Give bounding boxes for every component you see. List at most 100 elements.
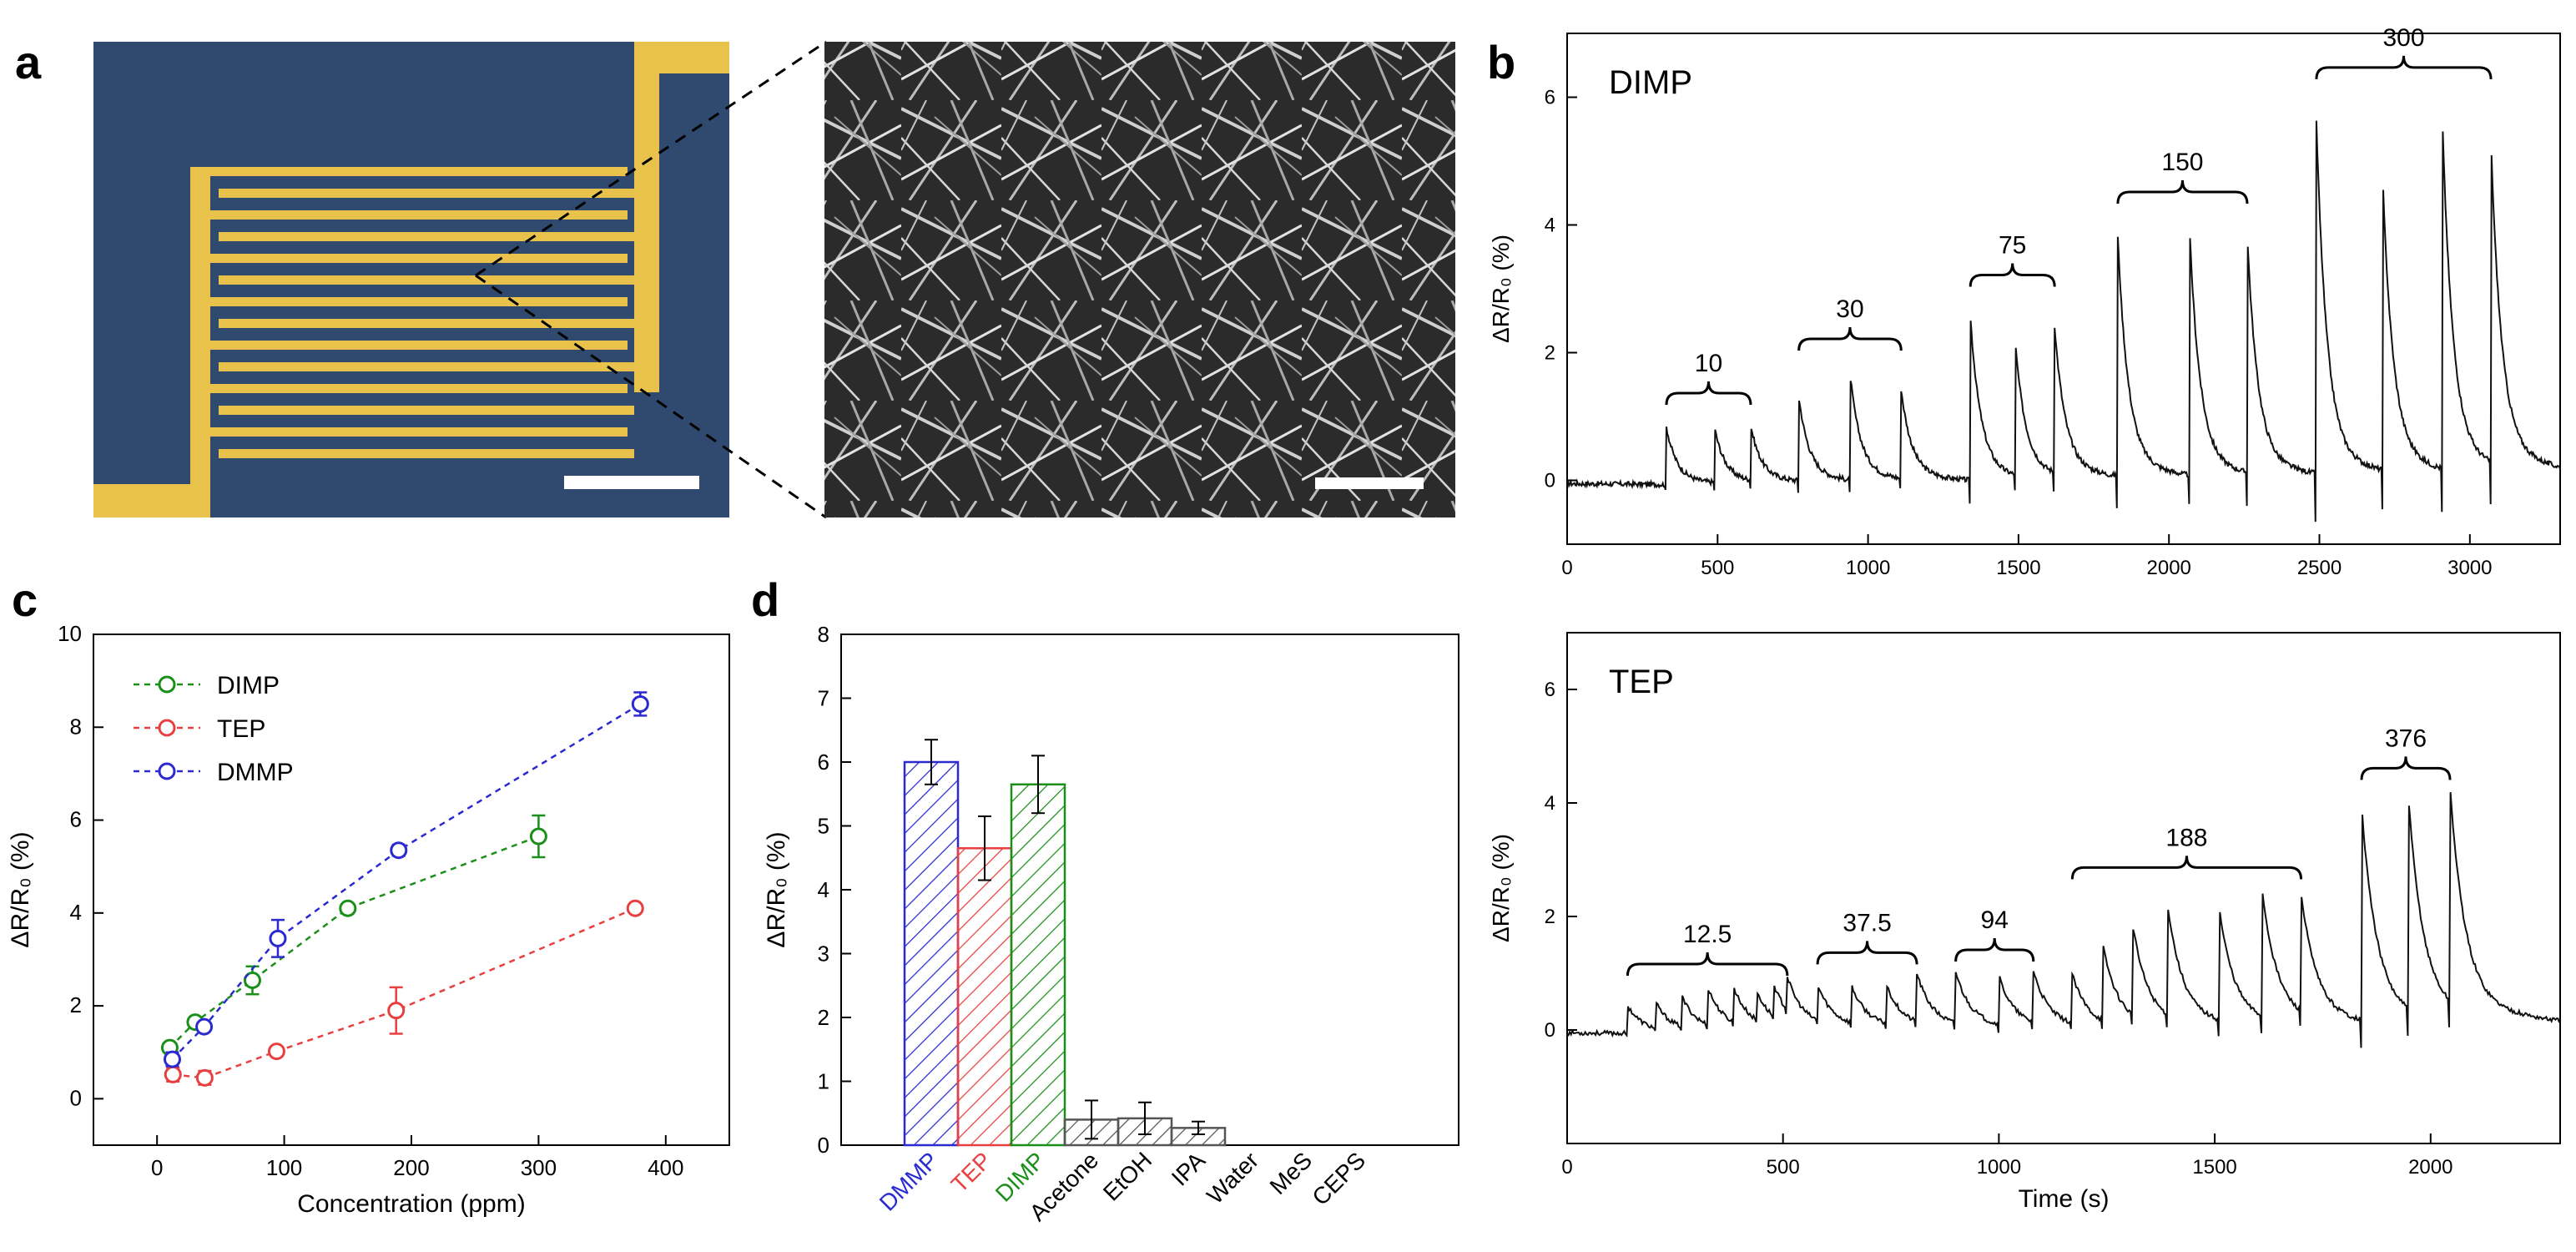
y-tick-label: 5 [818, 814, 829, 839]
x-tick-label: 0 [1561, 1156, 1572, 1179]
x-tick-label: 1500 [1996, 557, 2040, 579]
chart-dimp-transient: 0 2 4 6 0 500 1000 1500 2000 2500 3000 DIMP ΔR/R₀ (%… [1488, 24, 2561, 579]
y-tick-label: 7 [818, 686, 829, 711]
y-tick-label: 2 [818, 1005, 829, 1030]
y-tick-label: 10 [58, 621, 82, 646]
y-tick-label: 2 [1545, 342, 1555, 365]
bar [903, 760, 960, 1147]
category-label: DMMP [875, 1147, 943, 1215]
y-tick-label: 0 [1545, 1019, 1555, 1042]
y-tick-label: 6 [1545, 679, 1555, 701]
x-tick-label: 2500 [2297, 557, 2342, 579]
electrode-finger [219, 275, 634, 285]
legend-marker [158, 762, 176, 780]
category-label: TEP [946, 1147, 996, 1197]
concentration-brace [1626, 952, 1789, 977]
panel-label-c: c [12, 573, 38, 626]
legend-marker [158, 675, 176, 694]
data-point [390, 841, 408, 860]
x-tick-label: 200 [393, 1155, 429, 1180]
x-tick-label: 0 [1561, 557, 1572, 579]
x-tick-label: 2000 [2147, 557, 2191, 579]
scale-bar-sem [1315, 477, 1424, 489]
y-tick-label: 0 [70, 1085, 82, 1110]
panel-a-micrograph [93, 40, 1455, 519]
y-axis-label: ΔR/R₀ (%) [7, 831, 34, 947]
x-tick-label: 3000 [2447, 557, 2492, 579]
y-tick-label: 0 [818, 1133, 829, 1158]
electrode-finger [210, 341, 628, 350]
data-point [626, 899, 644, 917]
response-trace [1566, 792, 2560, 1048]
concentration-brace [1954, 937, 2035, 962]
x-axis-label: Concentration (ppm) [297, 1190, 525, 1218]
concentration-label: 10 [1695, 350, 1722, 377]
series-line [171, 703, 641, 1060]
chart-tep-transient: 0 2 4 6 0 500 1000 1500 2000 TEP ΔR/R₀ (%) Time (s)… [1488, 632, 2561, 1213]
series-line [169, 835, 539, 1049]
data-point [195, 1068, 214, 1087]
scale-bar-optical [564, 476, 699, 489]
concentration-brace [1665, 381, 1752, 406]
y-tick-label: 4 [818, 877, 829, 902]
x-tick-label: 500 [1701, 557, 1734, 579]
x-tick-label: 300 [521, 1155, 557, 1180]
electrode-finger [219, 449, 634, 458]
concentration-label: 30 [1836, 295, 1863, 323]
data-point [267, 1042, 285, 1061]
response-trace [1566, 120, 2561, 523]
x-tick-label: 500 [1767, 1156, 1800, 1179]
y-tick-label: 2 [70, 992, 82, 1017]
concentration-label: 75 [1999, 231, 2026, 259]
interdigitated-electrode [210, 167, 634, 458]
x-tick-label: 2000 [2408, 1156, 2452, 1179]
legend-marker [158, 719, 176, 737]
chart-title: TEP [1609, 664, 1674, 700]
concentration-label: 37.5 [1843, 909, 1891, 936]
data-point [387, 1002, 406, 1020]
electrode-finger [219, 232, 634, 241]
data-point [163, 1050, 181, 1068]
category-label: Water [1202, 1147, 1263, 1209]
electrode-finger [219, 189, 634, 198]
concentration-brace [1816, 941, 1918, 965]
legend-label: TEP [217, 715, 265, 743]
y-tick-label: 2 [1545, 906, 1555, 928]
electrode-finger [219, 319, 634, 328]
y-tick-label: 6 [818, 750, 829, 775]
data-point [269, 929, 287, 947]
data-point [195, 1017, 214, 1036]
plot-frame [93, 634, 730, 1146]
y-tick-label: 0 [1545, 470, 1555, 492]
concentration-label: 188 [2165, 824, 2207, 851]
electrode-finger [210, 167, 628, 176]
plot-frame [1566, 33, 2561, 545]
sem-image [824, 42, 1455, 517]
panel-label-d: d [751, 573, 780, 626]
chart-title: DIMP [1609, 64, 1692, 101]
concentration-label: 12.5 [1683, 921, 1732, 948]
y-tick-label: 8 [818, 622, 829, 647]
x-tick-label: 1000 [1846, 557, 1890, 579]
electrode-finger [219, 406, 634, 415]
x-tick-label: 100 [266, 1155, 302, 1180]
y-tick-label: 3 [818, 942, 829, 967]
y-tick-label: 4 [1545, 792, 1555, 815]
data-point [339, 899, 357, 917]
panel-label-a: a [15, 36, 42, 88]
concentration-brace [2360, 756, 2452, 780]
y-axis-label: ΔR/R₀ (%) [763, 831, 790, 947]
concentration-brace [1969, 263, 2056, 287]
concentration-brace [2070, 856, 2303, 880]
category-label: EtOH [1098, 1147, 1157, 1205]
x-tick-label: 1500 [2192, 1156, 2236, 1179]
category-label: IPA [1167, 1147, 1211, 1191]
x-axis-label: Time (s) [2019, 1185, 2110, 1213]
concentration-label: 300 [2382, 24, 2424, 52]
concentration-label: 94 [1981, 906, 2009, 934]
data-point [164, 1065, 182, 1083]
legend-label: DIMP [217, 672, 280, 699]
